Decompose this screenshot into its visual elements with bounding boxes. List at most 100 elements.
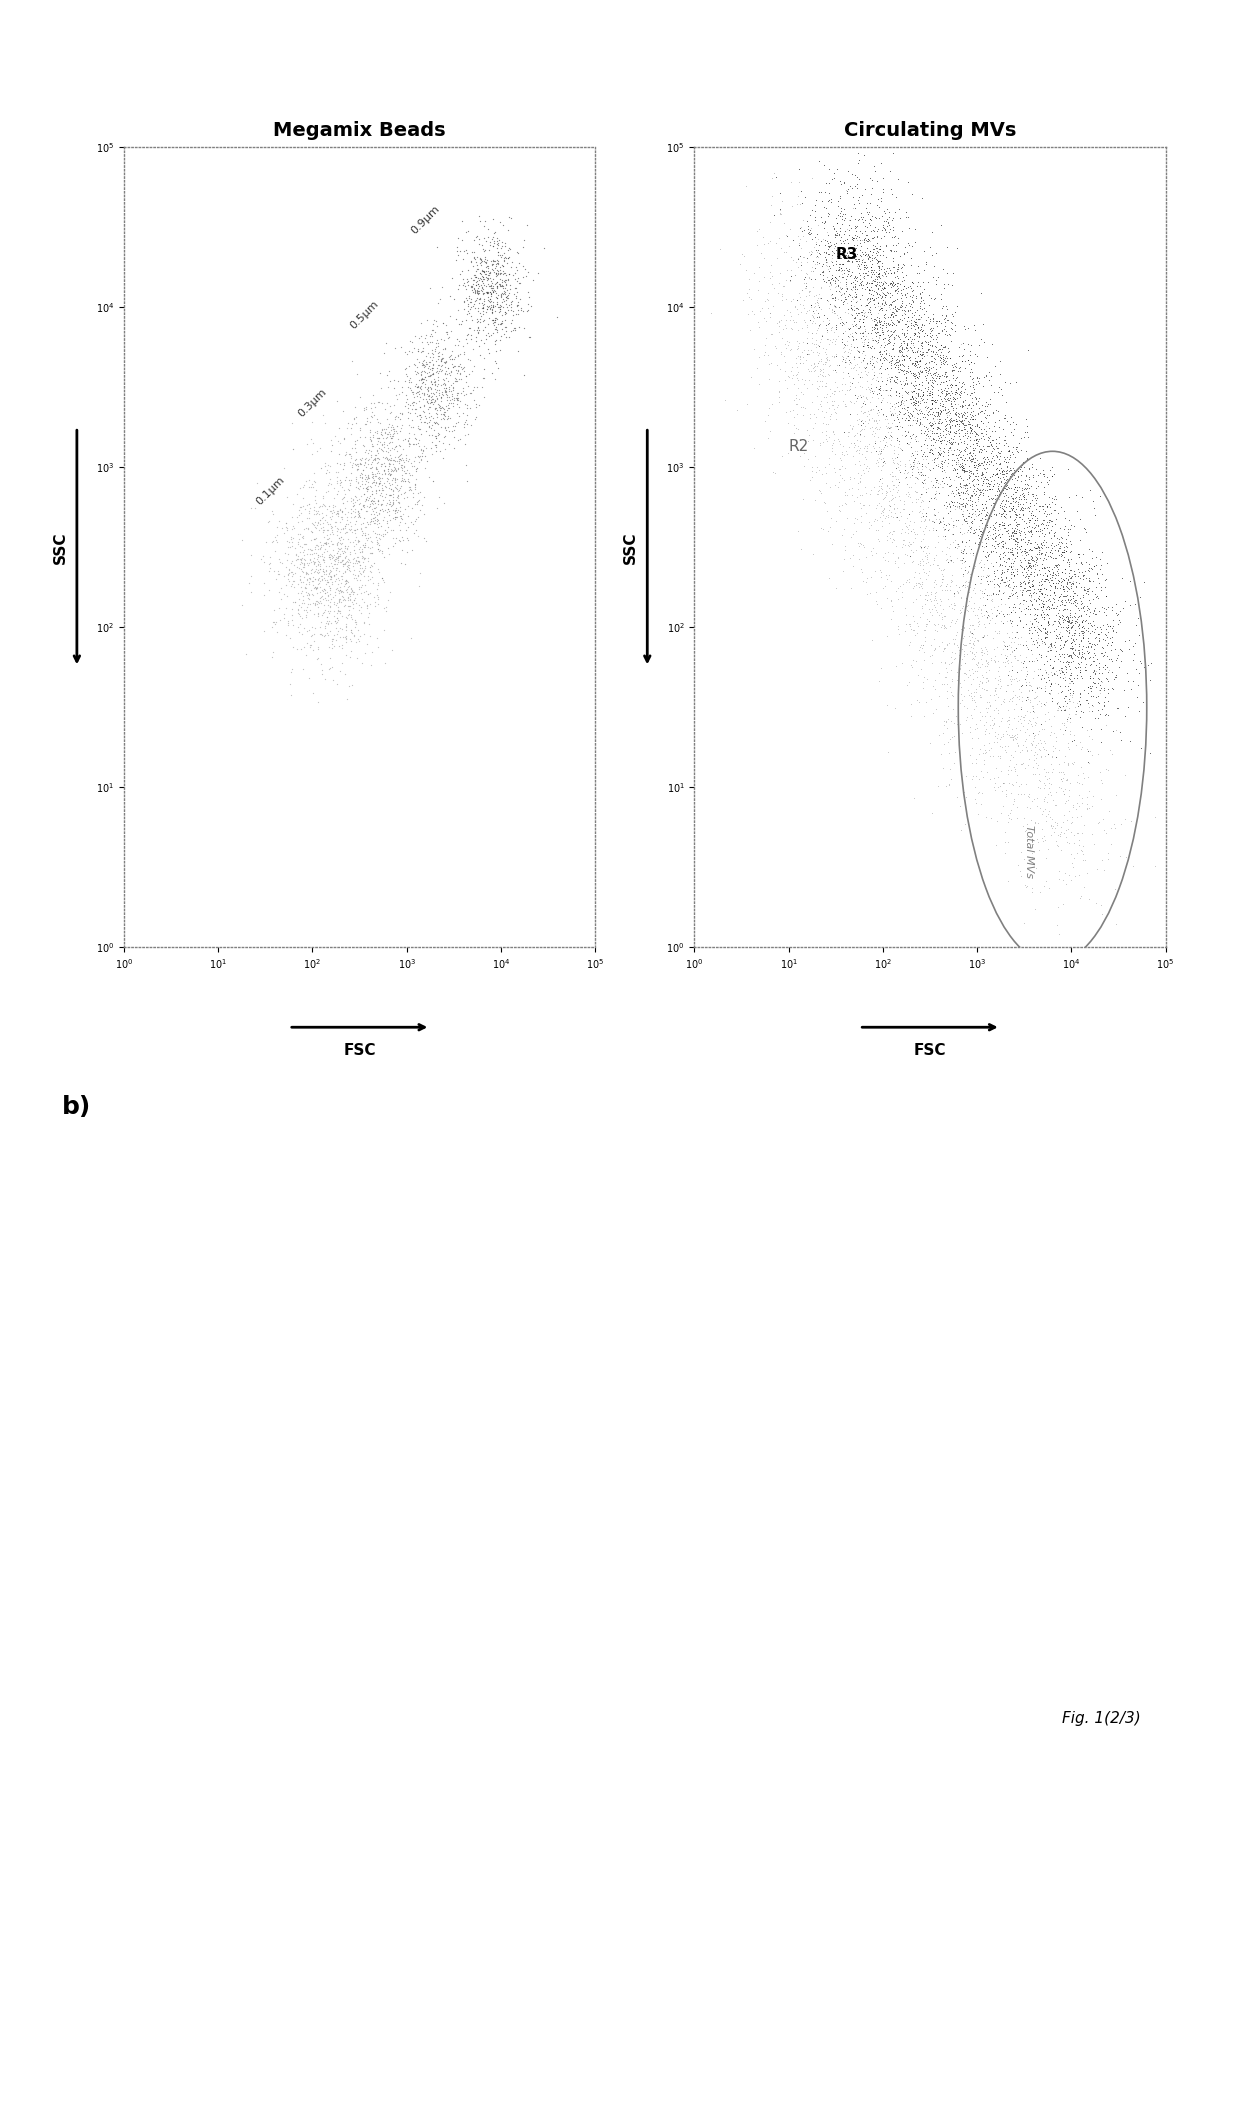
Point [905, 364, 925, 398]
Point [1029, 758, 1049, 791]
Point [306, 495, 326, 528]
Point [405, 474, 425, 507]
Point [816, 236, 836, 269]
Point [475, 284, 495, 318]
Point [941, 370, 961, 404]
Point [438, 400, 458, 434]
Point [930, 406, 950, 440]
Point [410, 402, 430, 436]
Point [929, 476, 949, 509]
Point [449, 272, 469, 305]
Point [879, 493, 899, 526]
Point [867, 282, 887, 316]
Point [944, 577, 963, 610]
Point [841, 333, 861, 366]
Point [1037, 644, 1056, 678]
Point [331, 566, 351, 600]
Point [382, 488, 402, 522]
Point [773, 312, 792, 345]
Point [963, 448, 983, 482]
Point [358, 606, 378, 640]
Point [1022, 533, 1042, 566]
Point [996, 444, 1016, 478]
Point [1060, 705, 1080, 739]
Point [324, 558, 343, 592]
Point [322, 541, 342, 575]
Point [309, 547, 329, 581]
Point [1066, 697, 1086, 730]
Point [910, 402, 930, 436]
Point [919, 375, 939, 408]
Point [924, 248, 944, 282]
Point [327, 526, 347, 560]
Point [825, 423, 844, 457]
Point [1097, 699, 1117, 733]
Point [374, 564, 394, 598]
Point [1064, 850, 1084, 884]
Point [908, 335, 928, 368]
Point [1003, 680, 1023, 714]
Point [826, 573, 846, 606]
Point [317, 493, 337, 526]
Point [458, 341, 477, 375]
Point [905, 381, 925, 415]
Point [413, 377, 433, 410]
Point [873, 316, 893, 349]
Point [345, 610, 365, 644]
Point [821, 314, 841, 347]
Point [810, 328, 830, 362]
Point [317, 514, 337, 547]
Point [846, 307, 866, 341]
Point [978, 516, 998, 549]
Point [923, 261, 942, 295]
Point [960, 410, 980, 444]
Point [868, 259, 888, 293]
Point [513, 261, 533, 295]
Point [843, 408, 863, 442]
Point [924, 402, 944, 436]
Point [1044, 575, 1064, 608]
Point [831, 168, 851, 202]
Point [362, 478, 382, 512]
Point [378, 453, 398, 486]
Point [317, 514, 337, 547]
Point [1055, 610, 1075, 644]
Point [947, 360, 967, 394]
Point [950, 634, 970, 667]
Point [924, 566, 944, 600]
Point [844, 501, 864, 535]
Point [485, 303, 505, 337]
Point [889, 394, 909, 427]
Point [915, 358, 935, 392]
Point [868, 478, 888, 512]
Point [1117, 690, 1137, 724]
Point [863, 345, 883, 379]
Point [888, 490, 908, 524]
Point [868, 257, 888, 290]
Point [999, 434, 1019, 467]
Point [433, 379, 453, 413]
Point [913, 406, 932, 440]
Point [939, 469, 959, 503]
Point [1004, 587, 1024, 621]
Point [477, 221, 497, 255]
Point [992, 604, 1012, 638]
Point [334, 547, 353, 581]
Point [264, 606, 284, 640]
Point [413, 347, 433, 381]
Point [817, 284, 837, 318]
Point [460, 343, 480, 377]
Point [1016, 650, 1035, 684]
Point [351, 448, 371, 482]
Point [944, 385, 963, 419]
Point [959, 587, 978, 621]
Point [966, 707, 986, 741]
Point [414, 347, 434, 381]
Point [945, 587, 965, 621]
Point [888, 274, 908, 307]
Point [1059, 615, 1079, 648]
Point [852, 394, 872, 427]
Point [1097, 650, 1117, 684]
Point [980, 446, 999, 480]
Point [759, 284, 779, 318]
